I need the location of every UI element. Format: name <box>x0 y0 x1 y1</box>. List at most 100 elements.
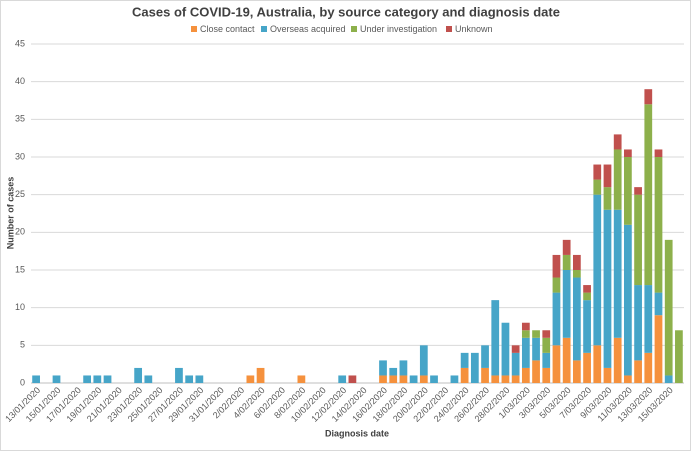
bar-segment <box>246 375 255 383</box>
chart-title: Cases of COVID-19, Australia, by source … <box>132 4 560 19</box>
bar-segment <box>634 187 642 195</box>
bar-segment <box>583 300 591 353</box>
bar-segment <box>521 337 530 368</box>
legend-swatch <box>191 26 197 32</box>
bar-segment <box>185 375 194 383</box>
bar-segment <box>572 360 581 383</box>
y-axis-title: Number of cases <box>5 177 15 250</box>
bar-segment <box>644 104 653 286</box>
bar-segment <box>511 345 520 353</box>
y-tick-label: 35 <box>15 114 25 124</box>
bar-segment <box>134 367 143 383</box>
bar-segment <box>552 345 561 383</box>
bar-segment <box>379 360 387 376</box>
bar-segment <box>521 367 530 383</box>
bar-segment <box>389 367 398 376</box>
bar-segment <box>542 352 551 368</box>
bar-segment <box>593 345 602 383</box>
bar-segment <box>511 352 520 376</box>
bar-segment <box>175 367 183 383</box>
bar-segment <box>521 322 530 331</box>
bar-segment <box>470 352 479 383</box>
bar-segment <box>52 375 61 383</box>
bar-segment <box>532 337 540 361</box>
bar-segment <box>338 375 347 383</box>
bar-segment <box>32 375 40 383</box>
bar-segment <box>542 337 551 353</box>
bar-segment <box>419 375 428 383</box>
bar-segment <box>144 375 153 383</box>
bar-segment <box>593 194 602 346</box>
bar-segment <box>419 345 428 376</box>
y-tick-label: 45 <box>15 38 25 48</box>
x-axis-title: Diagnosis date <box>325 428 389 438</box>
bar-segment <box>603 367 612 383</box>
bar-segment <box>583 352 591 383</box>
legend-label: Unknown <box>455 24 493 34</box>
bar-segment <box>562 337 571 383</box>
bar-segment <box>654 292 663 316</box>
bar-segment <box>572 254 581 270</box>
bar-segment <box>572 277 581 361</box>
bar-segment <box>348 375 357 383</box>
legend-swatch <box>351 26 357 32</box>
bar-segment <box>409 375 418 383</box>
bar-segment <box>195 375 204 383</box>
bar-segment <box>389 375 398 383</box>
bar-segment <box>481 367 489 383</box>
y-tick-label: 5 <box>20 340 25 350</box>
bar-segment <box>297 375 306 383</box>
bar-segment <box>572 270 581 278</box>
y-tick-label: 20 <box>15 227 25 237</box>
bar-segment <box>501 322 510 376</box>
bar-segment <box>542 330 551 338</box>
bar-segment <box>624 224 632 376</box>
bar-segment <box>634 285 642 361</box>
bar-segment <box>379 375 387 383</box>
bar-segment <box>491 375 500 383</box>
bar-segment <box>93 375 102 383</box>
bar-segment <box>654 157 663 293</box>
bar-segment <box>583 285 591 293</box>
bar-segment <box>624 149 632 157</box>
bar-segment <box>613 134 622 150</box>
bar-segment <box>511 375 520 383</box>
bar-segment <box>460 367 469 383</box>
bar-segment <box>664 375 673 383</box>
legend-label: Under investigation <box>360 24 437 34</box>
bar-segment <box>644 285 653 353</box>
bar-segment <box>83 375 91 383</box>
bar-segment <box>562 254 571 270</box>
bar-segment <box>675 330 683 383</box>
bar-segment <box>613 209 622 338</box>
bar-segment <box>450 375 459 383</box>
bar-segment <box>613 149 622 210</box>
bar-segment <box>562 270 571 338</box>
bar-segment <box>593 179 602 195</box>
bar-segment <box>491 300 500 376</box>
bar-segment <box>593 164 602 180</box>
bar-segment <box>603 187 612 210</box>
bar-segment <box>552 292 561 346</box>
y-tick-label: 30 <box>15 151 25 161</box>
bar-segment <box>430 375 438 383</box>
bar-segment <box>256 367 265 383</box>
bar-segment <box>603 164 612 188</box>
bar-segment <box>542 367 551 383</box>
bar-segment <box>634 360 642 383</box>
bar-segment <box>583 292 591 301</box>
bar-segment <box>644 352 653 383</box>
bar-segment <box>634 194 642 286</box>
bar-segment <box>624 375 632 383</box>
bar-segment <box>654 149 663 157</box>
y-tick-label: 0 <box>20 377 25 387</box>
bar-segment <box>562 239 571 255</box>
bar-segment <box>532 330 540 338</box>
bar-segment <box>521 330 530 338</box>
y-tick-label: 15 <box>15 264 25 274</box>
bar-segment <box>501 375 510 383</box>
bar-segment <box>103 375 112 383</box>
bar-segment <box>552 254 561 278</box>
y-tick-label: 40 <box>15 76 25 86</box>
